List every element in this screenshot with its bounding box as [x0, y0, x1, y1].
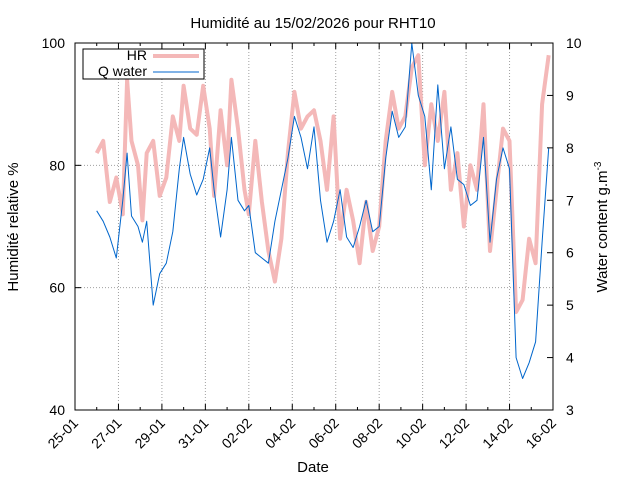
x-tick-label: 02-02 — [218, 415, 255, 452]
y-left-tick-label: 80 — [49, 157, 65, 173]
y-right-tick-label: 4 — [566, 350, 574, 366]
y-left-tick-labels: 40 60 80 100 — [42, 35, 66, 418]
x-tick-label: 14-02 — [479, 415, 516, 452]
chart-title: Humidité au 15/02/2026 pour RHT10 — [190, 15, 435, 32]
x-tick-label: 16-02 — [522, 415, 559, 452]
legend-label-q-water: Q water — [98, 63, 147, 79]
ticks — [74, 42, 554, 411]
legend: HR Q water — [82, 47, 205, 80]
x-tick-label: 08-02 — [349, 415, 386, 452]
x-tick-label: 06-02 — [305, 415, 342, 452]
y-right-axis-label: Water content g.m-3 — [593, 161, 611, 292]
x-tick-label: 25-01 — [44, 415, 81, 452]
x-tick-label: 04-02 — [262, 415, 299, 452]
y-right-tick-label: 8 — [566, 140, 574, 156]
y-right-tick-label: 9 — [566, 87, 574, 103]
y-left-tick-label: 60 — [49, 280, 65, 296]
series-q-water-line — [96, 42, 550, 379]
y-left-tick-label: 100 — [42, 35, 66, 51]
y-left-tick-label: 40 — [49, 402, 65, 418]
x-tick-label: 29-01 — [131, 415, 168, 452]
y-right-axis-label-exponent: -3 — [593, 161, 604, 170]
x-tick-label: 10-02 — [392, 415, 429, 452]
x-tick-labels: 25-01 27-01 29-01 31-01 02-02 04-02 06-02 08-02… — [44, 415, 559, 452]
x-tick-label: 31-01 — [175, 415, 212, 452]
series-layer — [94, 42, 551, 379]
x-axis-label: Date — [297, 459, 329, 476]
y-left-axis-label: Humidité relative % — [5, 162, 22, 291]
series-hr-line — [94, 53, 551, 315]
y-right-axis-label-text: Water content g.m — [594, 170, 611, 292]
y-right-tick-labels: 3 4 5 6 7 8 9 10 — [566, 35, 582, 418]
y-right-tick-label: 10 — [566, 35, 582, 51]
x-tick-label: 12-02 — [436, 415, 473, 452]
x-tick-label: 27-01 — [88, 415, 125, 452]
y-right-tick-label: 3 — [566, 402, 574, 418]
legend-label-hr: HR — [127, 47, 147, 63]
y-right-tick-label: 6 — [566, 245, 574, 261]
y-right-tick-label: 7 — [566, 192, 574, 208]
y-right-tick-label: 5 — [566, 297, 574, 313]
